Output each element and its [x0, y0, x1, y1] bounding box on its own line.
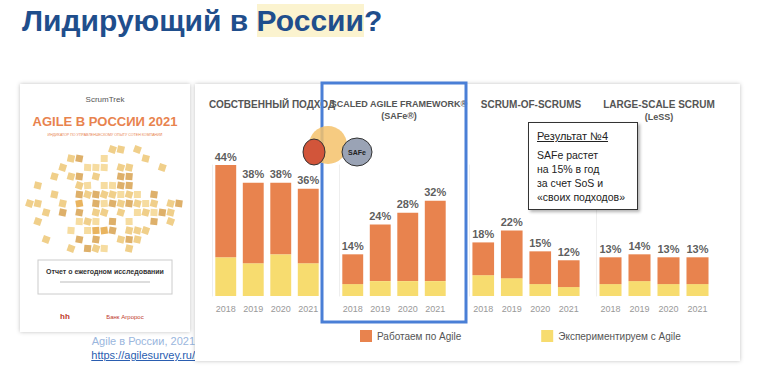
svg-text:СОБСТВЕННЫЙ ПОДХОД: СОБСТВЕННЫЙ ПОДХОД [209, 98, 335, 110]
svg-text:44%: 44% [215, 151, 237, 163]
svg-text:ScrumTrek: ScrumTrek [86, 95, 126, 104]
svg-text:2018: 2018 [216, 304, 236, 314]
svg-text:2018: 2018 [473, 304, 493, 314]
html-text:https://agilesurvey.ru/: https://agilesurvey.ru/ [91, 349, 195, 361]
svg-text:Работаем по Agile: Работаем по Agile [377, 331, 462, 342]
svg-text:(SAFe®): (SAFe®) [381, 111, 417, 121]
svg-text:14%: 14% [628, 240, 650, 252]
svg-text:2021: 2021 [559, 304, 579, 314]
svg-text:SCALED AGILE FRAMEWORK®: SCALED AGILE FRAMEWORK® [331, 99, 468, 109]
svg-text:LARGE-SCALE SCRUM: LARGE-SCALE SCRUM [603, 99, 715, 110]
svg-text:36%: 36% [297, 174, 319, 186]
svg-text:2019: 2019 [370, 304, 390, 314]
svg-text:2019: 2019 [502, 304, 522, 314]
svg-text:2020: 2020 [398, 304, 418, 314]
svg-text:2018: 2018 [343, 304, 363, 314]
html-text:«своих подходов»: «своих подходов» [537, 191, 625, 203]
svg-text:14%: 14% [342, 240, 364, 252]
svg-text:2021: 2021 [425, 304, 445, 314]
svg-text:SAFe: SAFe [348, 149, 366, 156]
svg-text:AGILE В РОССИИ 2021: AGILE В РОССИИ 2021 [33, 114, 178, 129]
svg-text:Банк Агророс: Банк Агророс [106, 314, 143, 320]
html-text:Результат №4: Результат №4 [537, 130, 608, 142]
svg-text:2019: 2019 [243, 304, 263, 314]
svg-text:32%: 32% [424, 186, 446, 198]
html-text:на 15% в год: на 15% в год [537, 163, 600, 175]
svg-text:2020: 2020 [658, 304, 678, 314]
svg-text:Отчет о ежегодном исследовании: Отчет о ежегодном исследовании [46, 268, 164, 276]
html-text:за счет SoS и: за счет SoS и [537, 177, 603, 189]
svg-text:2019: 2019 [629, 304, 649, 314]
svg-text:ИНДИКАТОР ПО УПРАВЛЕНЧЕСКОМУ О: ИНДИКАТОР ПО УПРАВЛЕНЧЕСКОМУ ОПЫТУ СОТЕН… [48, 133, 163, 137]
svg-text:2018: 2018 [600, 304, 620, 314]
svg-text:hh: hh [60, 312, 70, 321]
svg-text:2021: 2021 [687, 304, 707, 314]
html-text:Лидирующий в России?: Лидирующий в России? [22, 4, 383, 37]
html-text:SAFe растет: SAFe растет [537, 149, 599, 161]
svg-text:38%: 38% [270, 168, 292, 180]
svg-text:SCRUM-OF-SCRUMS: SCRUM-OF-SCRUMS [481, 99, 582, 110]
svg-text:15%: 15% [529, 237, 551, 249]
svg-text:13%: 13% [686, 243, 708, 255]
svg-text:2020: 2020 [271, 304, 291, 314]
svg-text:13%: 13% [657, 243, 679, 255]
svg-text:2021: 2021 [298, 304, 318, 314]
svg-text:28%: 28% [397, 198, 419, 210]
svg-text:13%: 13% [599, 243, 621, 255]
svg-text:22%: 22% [501, 216, 523, 228]
svg-text:18%: 18% [472, 228, 494, 240]
html-text:Agile в России, 2021: Agile в России, 2021 [91, 335, 195, 347]
svg-text:38%: 38% [242, 168, 264, 180]
svg-text:24%: 24% [369, 210, 391, 222]
svg-text:2020: 2020 [530, 304, 550, 314]
svg-text:(LeSS): (LeSS) [645, 112, 674, 122]
svg-text:12%: 12% [558, 246, 580, 258]
svg-text:Экспериментируем с Agile: Экспериментируем с Agile [558, 331, 681, 342]
